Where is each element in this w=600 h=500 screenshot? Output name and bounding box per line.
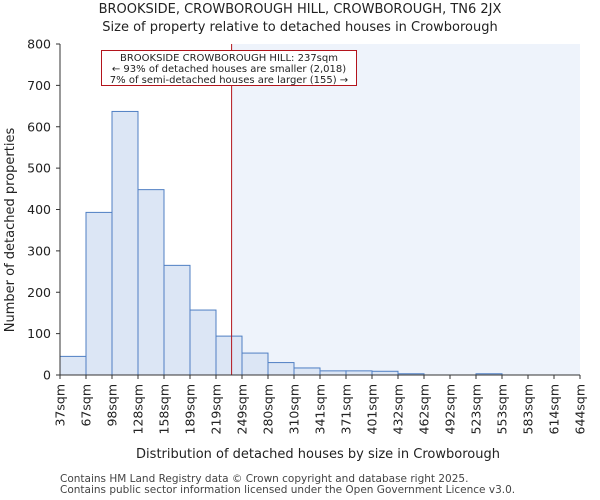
x-tick-label-249sqm: 249sqm xyxy=(235,384,250,434)
bar-98sqm xyxy=(111,110,139,376)
x-tick-label-280sqm: 280sqm xyxy=(261,384,276,434)
x-tick-label-553sqm: 553sqm xyxy=(495,384,510,434)
x-tick-label-644sqm: 644sqm xyxy=(573,384,588,434)
x-tick-label-98sqm: 98sqm xyxy=(105,384,120,427)
x-tick-label-219sqm: 219sqm xyxy=(209,384,224,434)
bar-189sqm xyxy=(189,309,217,376)
bar-67sqm xyxy=(85,211,113,376)
x-tick-label-432sqm: 432sqm xyxy=(391,384,406,434)
x-tick-label-189sqm: 189sqm xyxy=(183,384,198,434)
bar-371sqm xyxy=(345,370,373,376)
annotation-line-1: BROOKSIDE CROWBOROUGH HILL: 237sqm xyxy=(120,53,338,64)
y-tick-label-700: 700 xyxy=(27,78,51,93)
x-axis-label: Distribution of detached houses by size … xyxy=(136,447,500,462)
y-axis-label: Number of detached properties xyxy=(3,128,18,333)
x-tick-label-492sqm: 492sqm xyxy=(443,384,458,434)
y-tick-label-800: 800 xyxy=(27,37,51,52)
highlight-region xyxy=(231,44,580,375)
bar-280sqm xyxy=(267,362,295,376)
y-tick-label-0: 0 xyxy=(43,368,51,383)
y-tick-label-100: 100 xyxy=(27,326,51,341)
x-tick-label-128sqm: 128sqm xyxy=(131,384,146,434)
footer-licence: Contains public sector information licen… xyxy=(60,484,516,496)
bar-341sqm xyxy=(319,370,347,376)
y-tick-label-200: 200 xyxy=(27,285,51,300)
x-tick-label-462sqm: 462sqm xyxy=(417,384,432,434)
x-tick-label-401sqm: 401sqm xyxy=(365,384,380,434)
bar-128sqm xyxy=(137,189,165,376)
bar-158sqm xyxy=(163,264,191,376)
annotation-line-3: 7% of semi-detached houses are larger (1… xyxy=(109,75,349,86)
bar-249sqm xyxy=(241,352,269,376)
x-tick-label-523sqm: 523sqm xyxy=(469,384,484,434)
annotation-line-2: ← 93% of detached houses are smaller (2,… xyxy=(111,64,347,75)
x-tick-label-158sqm: 158sqm xyxy=(157,384,172,434)
y-tick-label-600: 600 xyxy=(27,119,51,134)
footer-copyright: Contains HM Land Registry data © Crown c… xyxy=(60,473,469,485)
bar-310sqm xyxy=(293,367,321,376)
x-tick-label-614sqm: 614sqm xyxy=(547,384,562,434)
x-tick-label-371sqm: 371sqm xyxy=(339,384,354,434)
x-tick-label-583sqm: 583sqm xyxy=(521,384,536,434)
bar-37sqm xyxy=(59,355,87,376)
y-tick-label-400: 400 xyxy=(27,202,51,217)
y-tick-label-500: 500 xyxy=(27,161,51,176)
bar-219sqm xyxy=(215,335,243,376)
bar-401sqm xyxy=(371,370,399,376)
x-tick-label-37sqm: 37sqm xyxy=(53,384,68,427)
chart-subtitle: Size of property relative to detached ho… xyxy=(102,20,498,35)
chart-title: BROOKSIDE, CROWBOROUGH HILL, CROWBOROUGH… xyxy=(98,2,502,17)
y-tick-label-300: 300 xyxy=(27,243,51,258)
x-tick-label-310sqm: 310sqm xyxy=(287,384,302,434)
annotation-box: BROOKSIDE CROWBOROUGH HILL: 237sqm ← 93%… xyxy=(101,50,357,86)
x-tick-label-341sqm: 341sqm xyxy=(313,384,328,434)
x-tick-label-67sqm: 67sqm xyxy=(79,384,94,427)
